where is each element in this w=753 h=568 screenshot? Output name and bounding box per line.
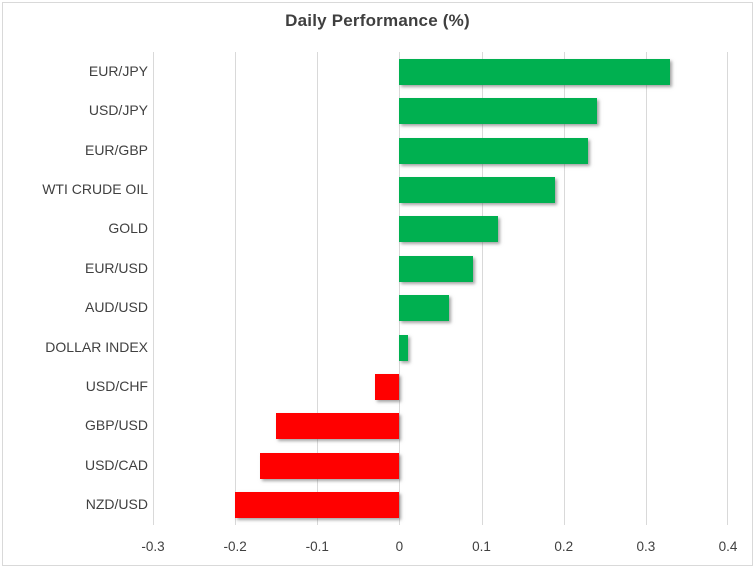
- x-tick-label: 0.1: [472, 539, 491, 554]
- bar-gbp-usd: [276, 413, 400, 440]
- gridline: [399, 52, 401, 525]
- category-label-aud-usd: AUD/USD: [84, 299, 148, 316]
- value-axis: -0.3 -0.2 -0.1 0 0.1 0.2 0.3 0.4: [141, 539, 737, 559]
- chart-title: Daily Performance (%): [285, 11, 470, 30]
- x-tick-label: -0.2: [223, 539, 247, 554]
- category-label-usd-jpy: USD/JPY: [88, 102, 148, 119]
- category-label-wti-crude-oil: WTI CRUDE OIL: [42, 180, 148, 197]
- bar-usd-chf: [374, 374, 400, 401]
- bar-gold: [399, 216, 498, 243]
- bar-eur-jpy: [399, 58, 671, 85]
- gridline: [727, 52, 728, 525]
- category-label-dollar-index: DOLLAR INDEX: [45, 338, 148, 355]
- gridline: [563, 52, 565, 525]
- x-tick-label: 0.3: [636, 539, 656, 554]
- gridline: [645, 52, 647, 525]
- category-label-eur-jpy: EUR/JPY: [88, 62, 148, 79]
- bar-dollar-index: [399, 334, 408, 361]
- bar-usd-cad: [259, 452, 400, 479]
- gridline: [481, 52, 483, 525]
- category-label-nzd-usd: NZD/USD: [85, 496, 148, 513]
- bar-eur-gbp: [399, 137, 589, 164]
- x-tick-label: -0.1: [305, 539, 329, 554]
- bar-usd-jpy: [399, 98, 597, 125]
- category-label-usd-chf: USD/CHF: [85, 378, 148, 395]
- category-axis: EUR/JPY USD/JPY EUR/GBP WTI CRUDE OIL GOLD EU…: [3, 52, 148, 525]
- category-label-usd-cad: USD/CAD: [84, 456, 148, 473]
- bar-eur-usd: [399, 255, 474, 282]
- x-tick-label: -0.3: [141, 539, 165, 554]
- bar-aud-usd: [399, 295, 449, 322]
- x-tick-label: 0.4: [718, 539, 738, 554]
- category-label-eur-usd: EUR/USD: [84, 259, 148, 276]
- category-label-gold: GOLD: [108, 220, 148, 237]
- category-label-gbp-usd: GBP/USD: [84, 417, 148, 434]
- category-label-eur-gbp: EUR/GBP: [84, 141, 148, 158]
- gridline: [317, 52, 319, 525]
- x-tick-label: 0: [395, 539, 404, 554]
- bar-wti-crude-oil: [399, 176, 556, 203]
- x-tick-label: 0.2: [554, 539, 574, 554]
- plot-area: [153, 52, 728, 525]
- gridline: [235, 52, 237, 525]
- bar-nzd-usd: [235, 492, 400, 519]
- gridline: [153, 52, 154, 525]
